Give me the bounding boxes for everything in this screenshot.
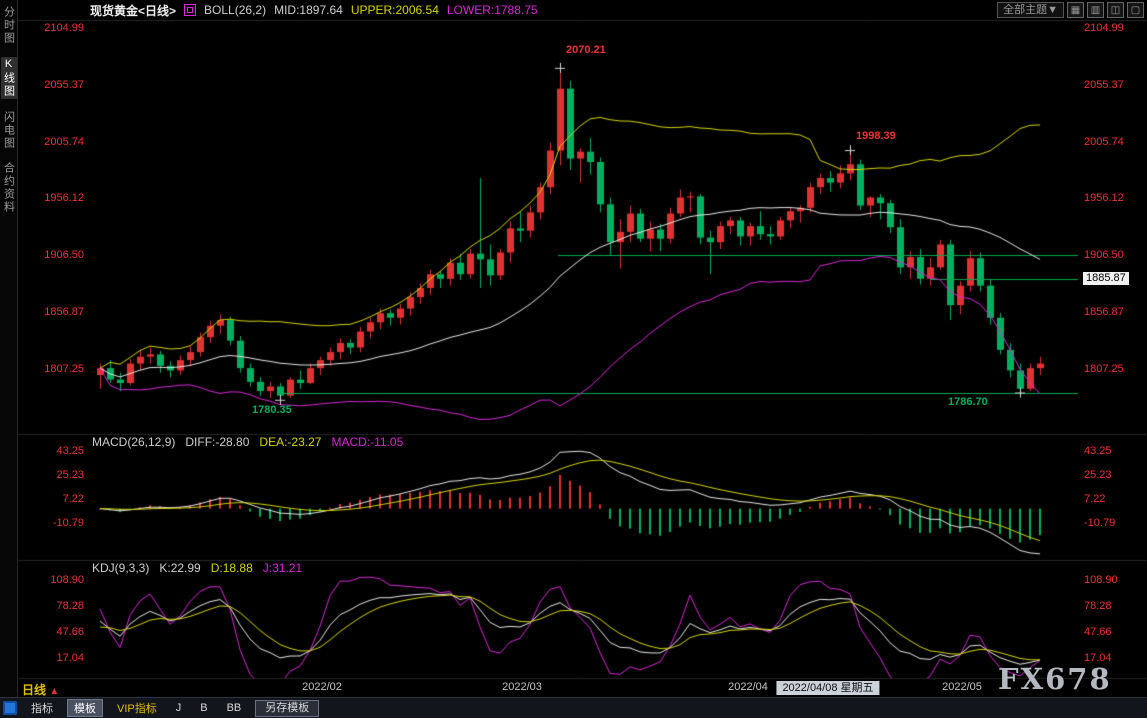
- x-axis-label: 2022/05: [942, 681, 982, 693]
- macd-label: MACD(26,12,9): [92, 435, 176, 449]
- save-template-button[interactable]: 另存模板: [255, 699, 320, 717]
- tab-b[interactable]: B: [200, 702, 208, 714]
- tab-j[interactable]: J: [175, 702, 182, 714]
- symbol-title: 现货黄金: [90, 3, 139, 18]
- boll-lower-value: LOWER:1788.75: [446, 3, 538, 17]
- macd-axis-label: 43.25: [56, 445, 84, 457]
- macd-axis-label: 43.25: [1084, 445, 1112, 457]
- macd-axis-label: -10.79: [52, 517, 84, 529]
- macd-dea-value: DEA:-23.27: [259, 435, 322, 449]
- boll-mid-value: MID:1897.64: [274, 3, 343, 17]
- sidebar-tab-kline-chart[interactable]: K线图: [0, 57, 17, 99]
- tab-templates[interactable]: 模板: [67, 699, 103, 717]
- left-sidebar: 分时图 K线图 闪电图 合约资料: [0, 0, 18, 697]
- boll-indicator-icon: [184, 4, 197, 16]
- sidebar-tab-contract-info[interactable]: 合约资料: [2, 162, 15, 214]
- y-axis-label: 1856.87: [44, 306, 84, 318]
- kdj-axis-label: 17.04: [1084, 652, 1112, 664]
- period-text: 日线: [22, 683, 47, 697]
- layout-grid4-icon[interactable]: ▥: [1087, 2, 1104, 18]
- kdj-axis-label: 78.28: [56, 600, 84, 612]
- sidebar-tab-time-chart[interactable]: 分时图: [2, 6, 15, 45]
- y-axis-label: 1807.25: [44, 363, 84, 375]
- boll-upper-value: UPPER:2006.54: [350, 3, 439, 17]
- y-axis-label: 1807.25: [1084, 363, 1124, 375]
- macd-axis-label: 25.23: [56, 469, 84, 481]
- app-logo-icon[interactable]: [3, 701, 17, 715]
- top-right-controls: 全部主题▼ ▦ ▥ ◫ ▢: [997, 2, 1144, 18]
- macd-axis-label: 7.22: [1084, 493, 1106, 505]
- tab-vip-indicators[interactable]: VIP指标: [117, 703, 157, 715]
- kdj-axis-label: 47.66: [1084, 626, 1112, 638]
- macd-axis-label: 25.23: [1084, 469, 1112, 481]
- high-price-annotation: 2070.21: [566, 44, 606, 56]
- sidebar-tab-lightning-chart[interactable]: 闪电图: [2, 111, 15, 150]
- bottom-tab-bar: 指标 模板 VIP指标 J B BB 另存模板: [0, 697, 1147, 718]
- y-axis-label: 2104.99: [44, 22, 84, 34]
- kdj-axis-label: 108.90: [1084, 574, 1118, 586]
- macd-macd-value: MACD:-11.05: [331, 435, 404, 449]
- high-price-annotation: 1998.39: [856, 130, 896, 142]
- kdj-axis-label: 17.04: [56, 652, 84, 664]
- period-indicator[interactable]: 日线 ▲: [22, 681, 59, 698]
- period-arrow-icon: ▲: [49, 686, 60, 697]
- low-price-annotation: 1780.35: [252, 404, 292, 416]
- y-axis-label: 1856.87: [1084, 306, 1124, 318]
- theme-dropdown[interactable]: 全部主题▼: [997, 2, 1064, 18]
- y-axis-label: 2005.74: [44, 136, 84, 148]
- macd-axis-label: -10.79: [1084, 517, 1116, 529]
- x-axis-label: 2022/02: [302, 681, 342, 693]
- layout-grid9-icon[interactable]: ▦: [1067, 2, 1084, 18]
- fx678-watermark: FX678: [998, 662, 1112, 696]
- y-axis-label: 1906.50: [44, 249, 84, 261]
- x-axis-label: 2022/04: [728, 681, 768, 693]
- kdj-k-value: K:22.99: [159, 561, 201, 575]
- low-price-annotation: 1786.70: [948, 396, 988, 408]
- macd-diff-value: DIFF:-28.80: [185, 435, 250, 449]
- layout-split-icon[interactable]: ◫: [1107, 2, 1124, 18]
- y-axis-label: 2104.99: [1084, 22, 1124, 34]
- period-title: <日线>: [138, 3, 177, 18]
- y-axis-label: 1906.50: [1084, 249, 1124, 261]
- top-bar: 现货黄金 <日线> BOLL(26,2) MID:1897.64 UPPER:2…: [18, 0, 1147, 20]
- kdj-axis-label: 78.28: [1084, 600, 1112, 612]
- y-axis-label: 1956.12: [44, 192, 84, 204]
- y-axis-label: 2055.37: [1084, 79, 1124, 91]
- kdj-axis-label: 47.66: [56, 626, 84, 638]
- x-axis-highlighted-date: 2022/04/08 星期五: [776, 681, 880, 695]
- kdj-label: KDJ(9,3,3): [92, 561, 150, 575]
- layout-single-icon[interactable]: ▢: [1127, 2, 1144, 18]
- y-axis-label: 1956.12: [1084, 192, 1124, 204]
- kdj-j-value: J:31.21: [262, 561, 303, 575]
- hline-price-tag: 1885.87: [1083, 272, 1129, 285]
- boll-label: BOLL(26,2): [204, 3, 267, 17]
- chart-title-group: 现货黄金 <日线> BOLL(26,2) MID:1897.64 UPPER:2…: [90, 0, 538, 20]
- macd-axis-label: 7.22: [62, 493, 84, 505]
- x-axis-label: 2022/03: [502, 681, 542, 693]
- tab-bb[interactable]: BB: [226, 702, 242, 714]
- macd-header: MACD(26,12,9) DIFF:-28.80 DEA:-23.27 MAC…: [92, 435, 403, 449]
- kdj-header: KDJ(9,3,3) K:22.99 D:18.88 J:31.21: [92, 561, 302, 575]
- y-axis-label: 2005.74: [1084, 136, 1124, 148]
- tab-indicators[interactable]: 指标: [31, 703, 53, 715]
- y-axis-label: 2055.37: [44, 79, 84, 91]
- kdj-d-value: D:18.88: [210, 561, 253, 575]
- kdj-axis-label: 108.90: [50, 574, 84, 586]
